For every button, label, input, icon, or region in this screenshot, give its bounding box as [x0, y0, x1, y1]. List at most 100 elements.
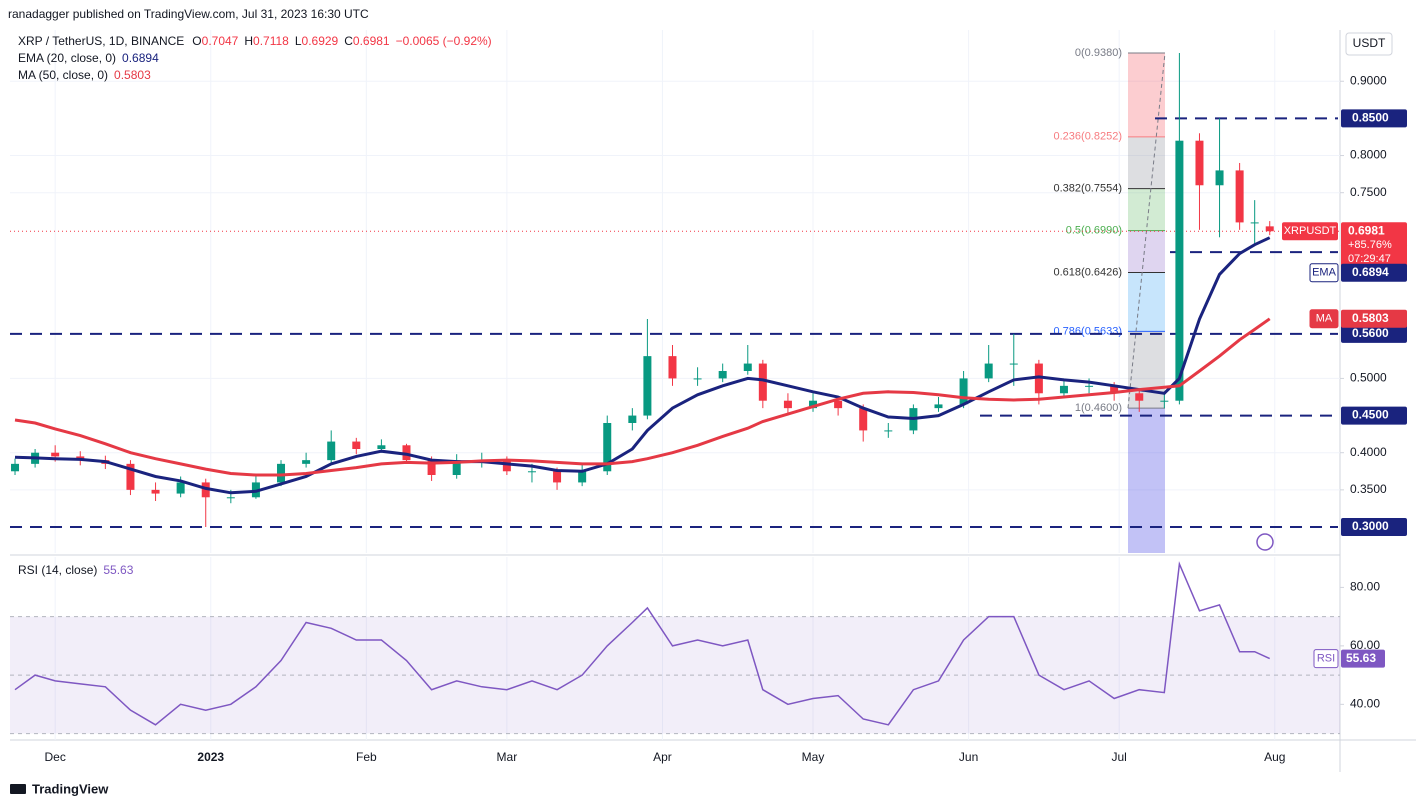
symbol-legend: XRP / TetherUS, 1D, BINANCE O0.7047 H0.711… [18, 34, 492, 48]
candle-body [959, 378, 968, 405]
indicator-badge-name: MA [1316, 313, 1333, 325]
candle-body [809, 400, 818, 409]
rsi-name-badge [1313, 649, 1339, 669]
candle-body [377, 445, 386, 449]
rsi-tick-label: 80.00 [1350, 580, 1380, 594]
fib-label: 0.618(0.6426) [1054, 266, 1123, 278]
level-badge [1341, 517, 1407, 536]
level-badge [1341, 406, 1407, 425]
candle-body [668, 356, 677, 379]
ohlc-value: 0.6981 [353, 34, 390, 48]
candle-body [578, 471, 587, 483]
candle-body [1110, 385, 1119, 394]
candle-body [718, 370, 727, 379]
fib-trend [1127, 52, 1166, 409]
fib-label: 0.786(0.5633) [1054, 325, 1123, 337]
candle-body [643, 356, 652, 416]
y-tick-label: 0.9000 [1350, 73, 1387, 87]
x-tick-label: Jul [1111, 750, 1126, 764]
candle-body [934, 404, 943, 409]
x-tick-label: 2023 [197, 750, 224, 764]
candle-body [327, 441, 336, 461]
ohlc-key: C [344, 34, 353, 48]
candle-body [553, 471, 562, 483]
x-tick-label: Feb [356, 750, 377, 764]
indicator-legend: MA (50, close, 0) 0.5803 [18, 68, 151, 82]
fib-band [1128, 136, 1165, 189]
indicator-name: MA (50, close, 0) [18, 68, 108, 82]
indicator-name-badge [1309, 263, 1339, 283]
fib-band [1128, 331, 1165, 409]
candle-body [126, 463, 135, 490]
indicator-line [14, 236, 1271, 495]
level-label: 0.3000 [1352, 519, 1389, 533]
indicator-value: 0.5803 [114, 68, 151, 82]
candle-body [302, 460, 311, 464]
candle-body [603, 422, 612, 472]
candle-body [1034, 363, 1043, 394]
candle-body [452, 460, 461, 475]
y-tick-label: 0.4000 [1350, 445, 1387, 459]
fib-label: 1(0.4600) [1075, 402, 1122, 414]
fib-label: 0(0.9380) [1075, 47, 1122, 59]
rsi-value-badge [1341, 649, 1385, 668]
ohlc-value: 0.7118 [253, 34, 289, 48]
indicator-name: EMA (20, close, 0) [18, 51, 116, 65]
rsi-tick-label: 60.00 [1350, 638, 1380, 652]
rsi-legend: RSI (14, close) 55.63 [18, 563, 134, 577]
y-tick-label: 0.5000 [1350, 371, 1387, 385]
candle-body [834, 400, 843, 409]
indicator-value-badge [1341, 263, 1407, 282]
fib-label: 0.5(0.6990) [1066, 224, 1122, 236]
indicator-name-badge [1309, 309, 1339, 329]
x-tick-label: Aug [1264, 750, 1285, 764]
symbol: XRP / TetherUS, 1D, BINANCE [18, 34, 184, 48]
last-name: XRPUSDT [1284, 225, 1337, 237]
x-tick-label: Mar [497, 750, 518, 764]
fib-band [1128, 272, 1165, 332]
level-badge [1341, 109, 1407, 128]
candle-body [758, 363, 767, 401]
candle-body [1250, 222, 1259, 224]
x-tick-label: Dec [44, 750, 65, 764]
last-change: +85.76% [1348, 239, 1392, 251]
last-name-badge [1282, 222, 1338, 241]
last-price: 0.6981 [1348, 223, 1385, 237]
rsi-tick-label: 40.00 [1350, 697, 1380, 711]
candle-body [783, 400, 792, 409]
last-price-badge [1341, 222, 1407, 269]
candle-body [51, 452, 60, 457]
fib-label: 0.382(0.7554) [1054, 183, 1123, 195]
indicator-value-badge [1341, 309, 1407, 328]
ohlc-value: 0.6929 [302, 34, 339, 48]
indicator-badge-name: EMA [1312, 267, 1337, 279]
change: −0.0065 (−0.92%) [396, 34, 492, 48]
candle-body [176, 482, 185, 494]
candle-body [1059, 385, 1068, 394]
candle-body [352, 441, 361, 449]
y-tick-label: 0.7500 [1350, 185, 1387, 199]
indicator-badge-value: 0.5803 [1352, 311, 1389, 325]
currency-box [1345, 32, 1393, 56]
candle-body [984, 363, 993, 379]
candle-body [743, 363, 752, 371]
fib-band [1128, 53, 1165, 137]
ohlc-key: L [295, 34, 302, 48]
ohlc-value: 0.7047 [202, 34, 239, 48]
candle-body [1160, 400, 1169, 402]
fib-band [1128, 230, 1165, 273]
countdown: 07:29:47 [1348, 253, 1391, 265]
indicator-legend: EMA (20, close, 0) 0.6894 [18, 51, 159, 65]
candle-body [1135, 393, 1144, 401]
rsi-line [14, 561, 1271, 726]
ohlc-key: H [244, 34, 253, 48]
brand-logo [10, 784, 26, 794]
rsi-badge-name: RSI [1317, 653, 1335, 665]
level-label: 0.5600 [1352, 326, 1389, 340]
candle-body [1085, 385, 1094, 387]
x-tick-label: Apr [653, 750, 672, 764]
candle-body [226, 497, 235, 499]
fib-label: 0.236(0.8252) [1054, 131, 1123, 143]
fib-band [1128, 188, 1165, 231]
